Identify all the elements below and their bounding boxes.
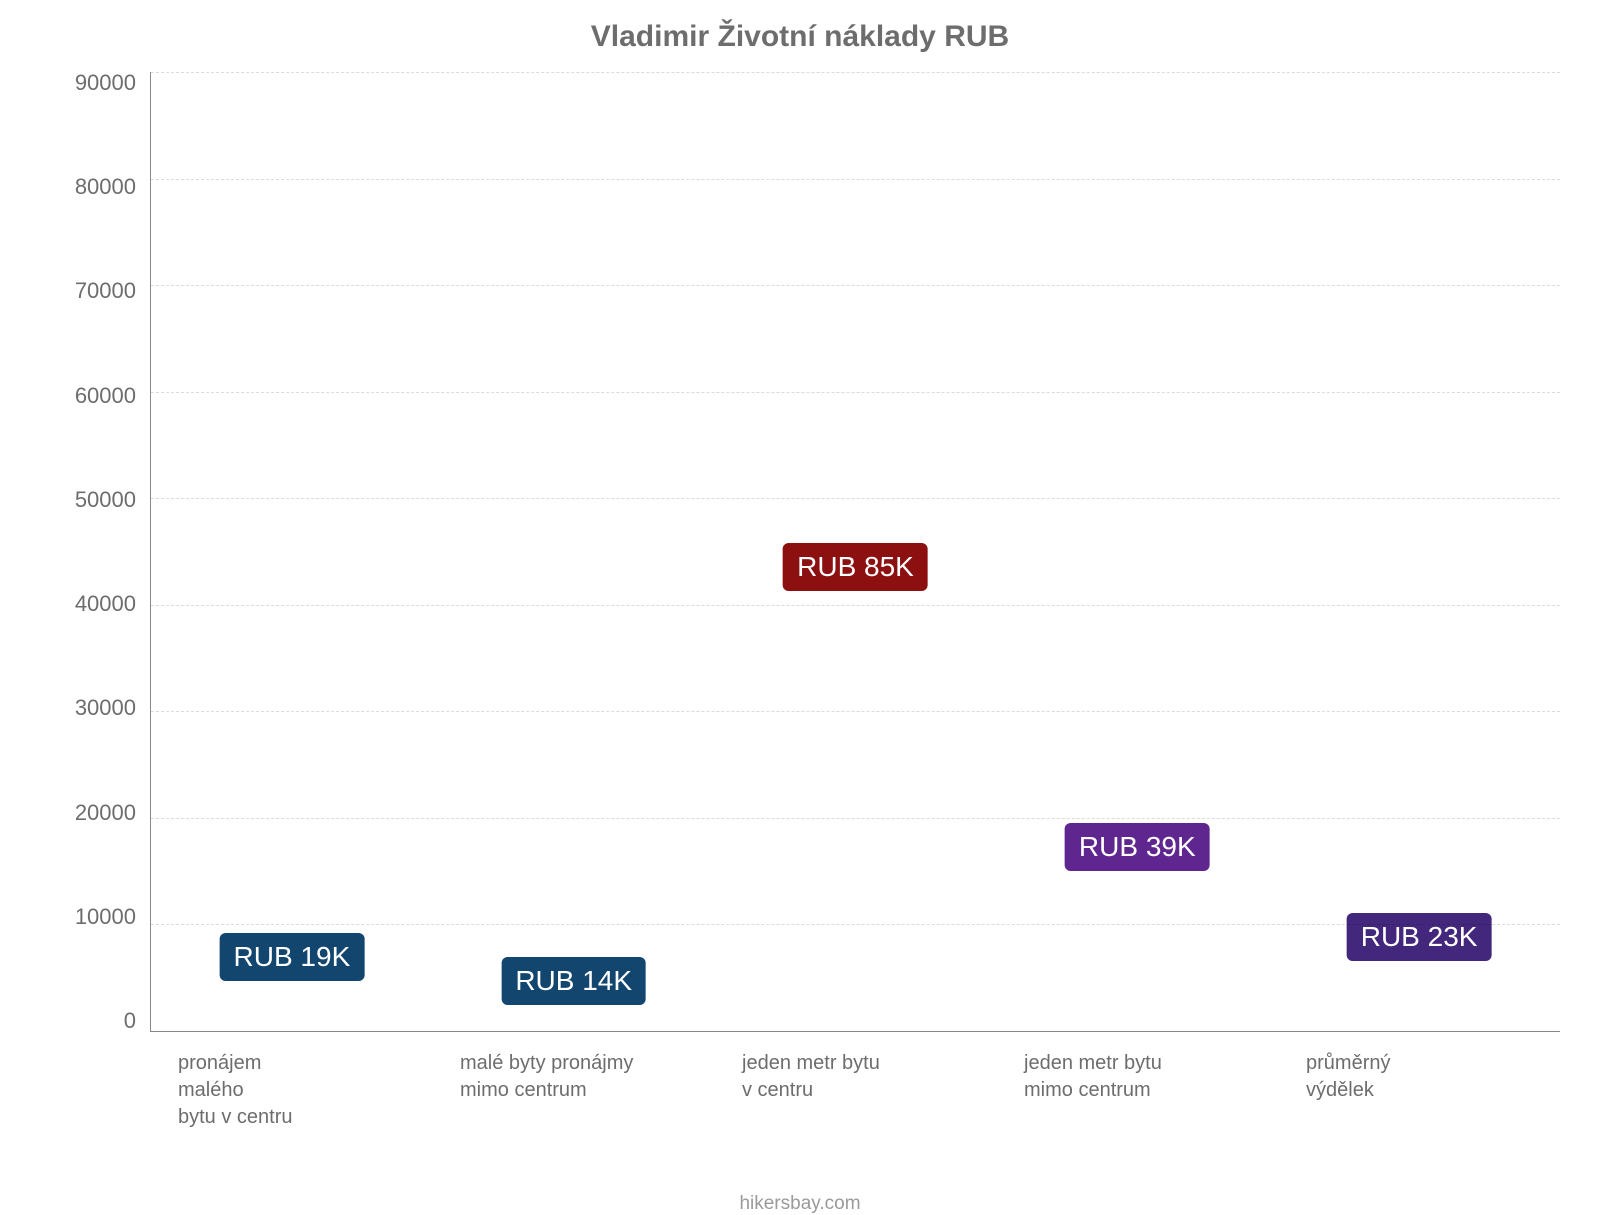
- y-tick: 40000: [75, 593, 136, 615]
- x-label: průměrný výdělek: [1278, 1050, 1560, 1131]
- cost-of-living-bar-chart: Vladimir Životní náklady RUB 90000 80000 7…: [0, 0, 1600, 1200]
- bar-value-label: RUB 14K: [501, 957, 646, 1005]
- y-tick: 60000: [75, 385, 136, 407]
- gridline: [151, 711, 1560, 712]
- y-tick: 70000: [75, 280, 136, 302]
- y-tick: 90000: [75, 72, 136, 94]
- gridline: [151, 72, 1560, 73]
- chart-title: Vladimir Životní náklady RUB: [40, 20, 1560, 54]
- gridline: [151, 924, 1560, 925]
- attribution: hikersbay.com: [40, 1193, 1560, 1215]
- x-label: malé byty pronájmy mimo centrum: [432, 1050, 714, 1131]
- x-axis: pronájem malého bytu v centrumalé byty p…: [150, 1050, 1560, 1131]
- y-tick: 50000: [75, 489, 136, 511]
- gridline: [151, 498, 1560, 499]
- gridline: [151, 179, 1560, 180]
- y-tick: 30000: [75, 697, 136, 719]
- gridline: [151, 285, 1560, 286]
- x-label: jeden metr bytu v centru: [714, 1050, 996, 1131]
- plot-area: RUB 19K RUB 14K RUB 85K RUB 39K RUB 23K: [150, 72, 1560, 1032]
- y-axis: 90000 80000 70000 60000 50000 40000 30000 20000…: [40, 72, 150, 1032]
- bar-value-label: RUB 19K: [220, 933, 365, 981]
- bar-value-label: RUB 85K: [783, 543, 928, 591]
- bar-group: RUB 19K RUB 14K RUB 85K RUB 39K RUB 23K: [151, 72, 1560, 1031]
- gridline: [151, 818, 1560, 819]
- y-tick: 10000: [75, 906, 136, 928]
- gridline: [151, 605, 1560, 606]
- y-tick: 80000: [75, 176, 136, 198]
- x-label: pronájem malého bytu v centru: [150, 1050, 432, 1131]
- x-label: jeden metr bytu mimo centrum: [996, 1050, 1278, 1131]
- plot-outer: 90000 80000 70000 60000 50000 40000 30000 20000…: [40, 72, 1560, 1032]
- bar-value-label: RUB 39K: [1065, 823, 1210, 871]
- y-tick: 0: [124, 1010, 136, 1032]
- bar-value-label: RUB 23K: [1347, 913, 1492, 961]
- gridline: [151, 392, 1560, 393]
- y-tick: 20000: [75, 802, 136, 824]
